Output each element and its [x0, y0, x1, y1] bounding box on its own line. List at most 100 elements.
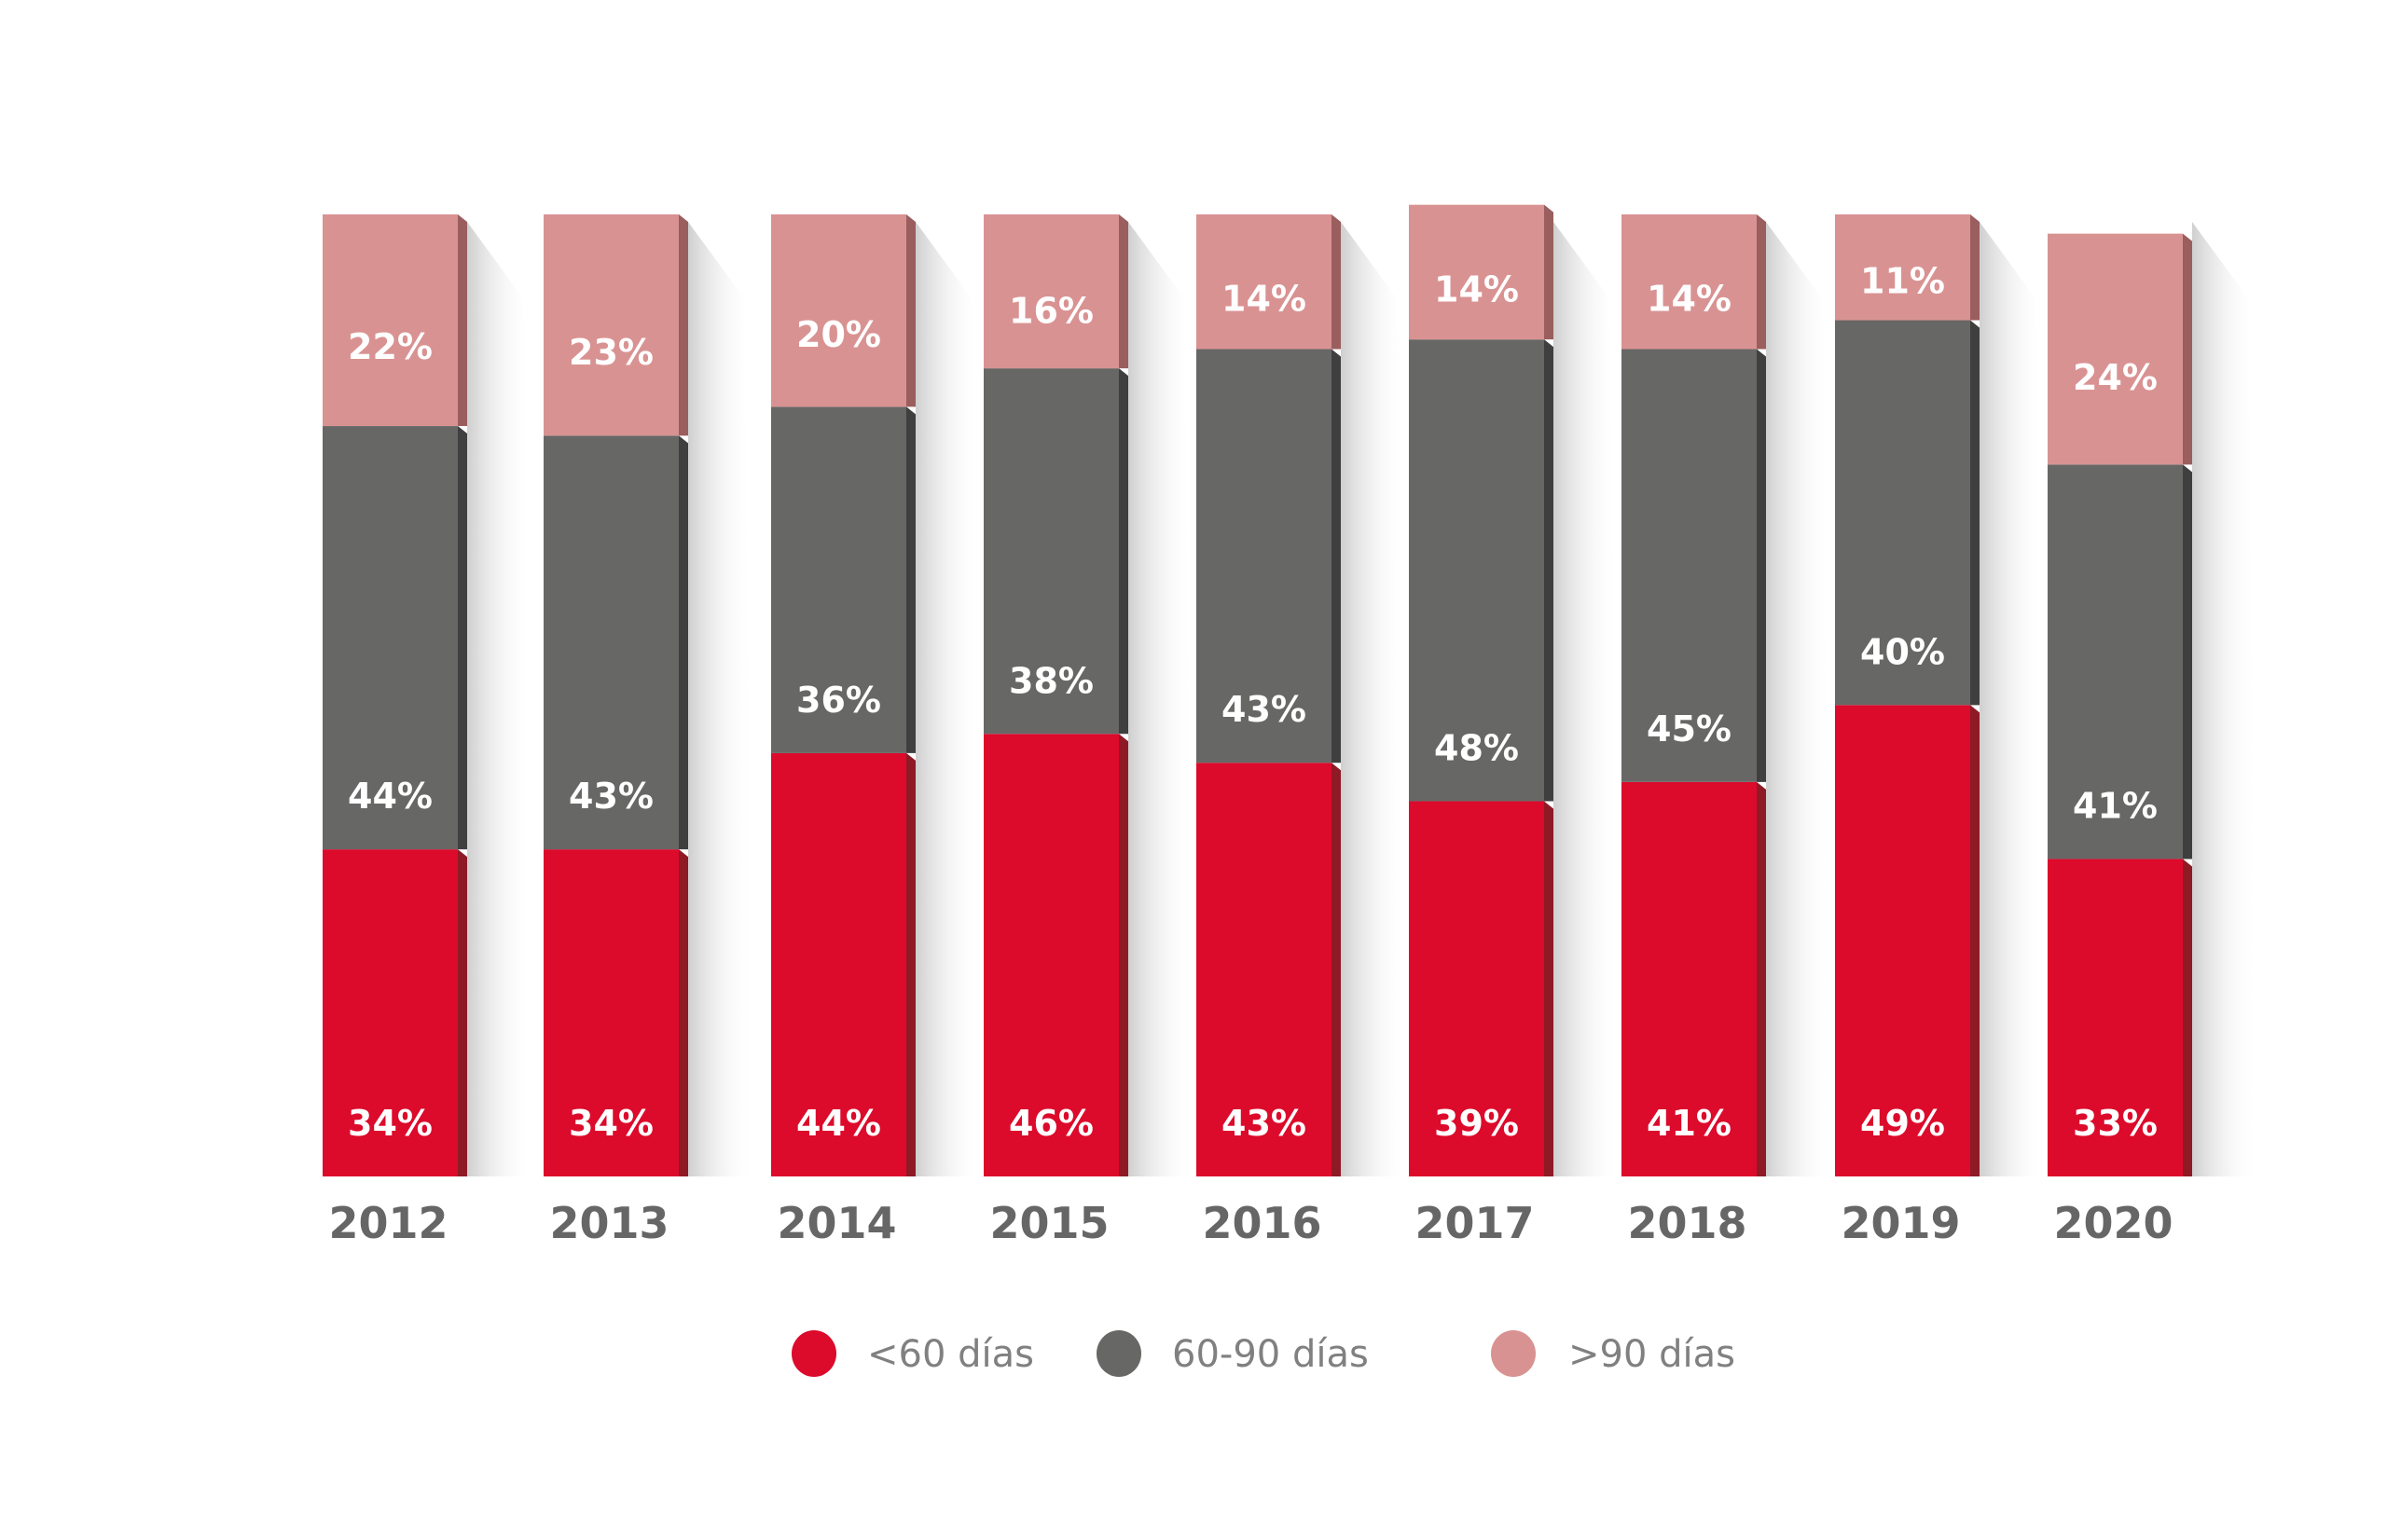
bar-2017: 39% 48% 14% 2017	[1409, 204, 1619, 1248]
data-label: 36%	[796, 680, 881, 721]
x-tick-label: 2019	[1841, 1198, 1960, 1248]
bar-2019: 49% 40% 11% 2019	[1835, 214, 2045, 1248]
bar-segment-side	[1119, 368, 1128, 735]
bar-shadow	[1980, 222, 2045, 1176]
data-label: 33%	[2073, 1103, 2158, 1144]
x-tick-label: 2016	[1202, 1198, 1321, 1248]
legend-label: 60-90 días	[1172, 1333, 1369, 1376]
bar-segment-side	[1970, 705, 1980, 1176]
bar-segment-side	[458, 849, 467, 1176]
legend-swatch	[1491, 1330, 1536, 1377]
data-label: 20%	[796, 314, 881, 355]
bar-shadow	[688, 222, 753, 1176]
bar-segment-0	[1835, 705, 1970, 1176]
bar-segment-1	[1835, 320, 1970, 706]
data-label: 44%	[348, 776, 433, 817]
bar-segment-2	[1196, 214, 1331, 350]
bar-segment-1	[1196, 349, 1331, 763]
bar-segment-side	[906, 406, 916, 753]
data-label: 11%	[1860, 260, 1945, 301]
data-label: 41%	[2073, 785, 2158, 826]
data-label: 43%	[1221, 1103, 1306, 1144]
bar-2014: 44% 36% 20% 2014	[771, 214, 981, 1248]
bar-segment-1	[323, 426, 458, 850]
data-label: 14%	[1647, 279, 1732, 320]
bar-segment-0	[771, 752, 906, 1176]
bar-segment-side	[679, 214, 688, 436]
bar-shadow	[1128, 222, 1194, 1176]
bar-2013: 34% 43% 23% 2013	[544, 214, 753, 1248]
bar-segment-side	[679, 435, 688, 850]
x-tick-label: 2015	[989, 1198, 1109, 1248]
bar-segment-1	[771, 406, 906, 753]
data-label: 41%	[1647, 1103, 1732, 1144]
x-tick-label: 2020	[2053, 1198, 2173, 1248]
bar-segment-0	[984, 734, 1119, 1176]
bar-segment-1	[1621, 349, 1757, 782]
bar-2018: 41% 45% 14% 2018	[1621, 214, 1831, 1248]
bar-segment-1	[2048, 464, 2183, 859]
data-label: 38%	[1009, 660, 1094, 701]
bar-2012: 34% 44% 22% 2012	[323, 214, 532, 1248]
bar-segment-side	[679, 849, 688, 1176]
bar-segment-1	[544, 435, 679, 850]
bar-segment-2	[323, 214, 458, 427]
legend-item: >90 días	[1491, 1330, 1735, 1377]
bar-segment-side	[906, 214, 916, 407]
data-label: 24%	[2073, 357, 2158, 398]
bar-segment-side	[906, 752, 916, 1176]
bar-shadow	[1766, 222, 1831, 1176]
bar-shadow	[1341, 222, 1406, 1176]
bar-segment-side	[2183, 859, 2192, 1176]
bar-segment-1	[1409, 339, 1544, 802]
bar-segment-side	[1331, 349, 1341, 763]
data-label: 14%	[1221, 279, 1306, 320]
bar-segment-2	[1621, 214, 1757, 350]
bar-segment-side	[2183, 464, 2192, 859]
bar-segment-2	[1835, 214, 1970, 321]
legend-item: <60 días	[792, 1330, 1034, 1377]
bar-segment-0	[2048, 859, 2183, 1176]
legend-swatch	[1097, 1330, 1141, 1377]
bar-segment-side	[1970, 214, 1980, 321]
bar-segment-side	[1544, 204, 1553, 340]
bar-segment-side	[1119, 734, 1128, 1176]
x-tick-label: 2013	[549, 1198, 669, 1248]
bar-2015: 46% 38% 16% 2015	[984, 214, 1194, 1248]
data-label: 34%	[569, 1103, 654, 1144]
x-tick-label: 2014	[777, 1198, 896, 1248]
data-label: 44%	[796, 1103, 881, 1144]
x-tick-label: 2017	[1414, 1198, 1534, 1248]
data-label: 45%	[1647, 708, 1732, 749]
bar-segment-side	[1331, 214, 1341, 350]
bar-segment-side	[1757, 349, 1766, 782]
data-label: 43%	[569, 776, 654, 817]
data-label: 23%	[569, 332, 654, 373]
x-tick-label: 2012	[328, 1198, 448, 1248]
bar-segment-side	[2183, 233, 2192, 465]
x-tick-label: 2018	[1627, 1198, 1746, 1248]
bar-2020: 33% 41% 24% 2020	[2048, 222, 2257, 1248]
legend-item: 60-90 días	[1097, 1330, 1369, 1377]
data-label: 39%	[1434, 1103, 1519, 1144]
data-label: 34%	[348, 1103, 433, 1144]
bar-shadow	[467, 222, 532, 1176]
legend-label: >90 días	[1568, 1333, 1735, 1376]
bar-segment-0	[1621, 781, 1757, 1176]
bar-segment-1	[984, 368, 1119, 735]
data-label: 14%	[1434, 268, 1519, 309]
legend-swatch	[792, 1330, 836, 1377]
legend-label: <60 días	[867, 1333, 1034, 1376]
bar-segment-side	[1119, 214, 1128, 369]
data-label: 40%	[1860, 631, 1945, 672]
bar-shadow	[2192, 222, 2257, 1176]
bar-segment-0	[323, 849, 458, 1176]
data-label: 43%	[1221, 689, 1306, 730]
data-label: 16%	[1009, 290, 1094, 331]
bar-shadow	[1553, 222, 1619, 1176]
bar-shadow	[916, 222, 981, 1176]
bar-segment-0	[544, 849, 679, 1176]
bar-2016: 43% 43% 14% 2016	[1196, 214, 1406, 1248]
bar-segment-side	[458, 214, 467, 427]
